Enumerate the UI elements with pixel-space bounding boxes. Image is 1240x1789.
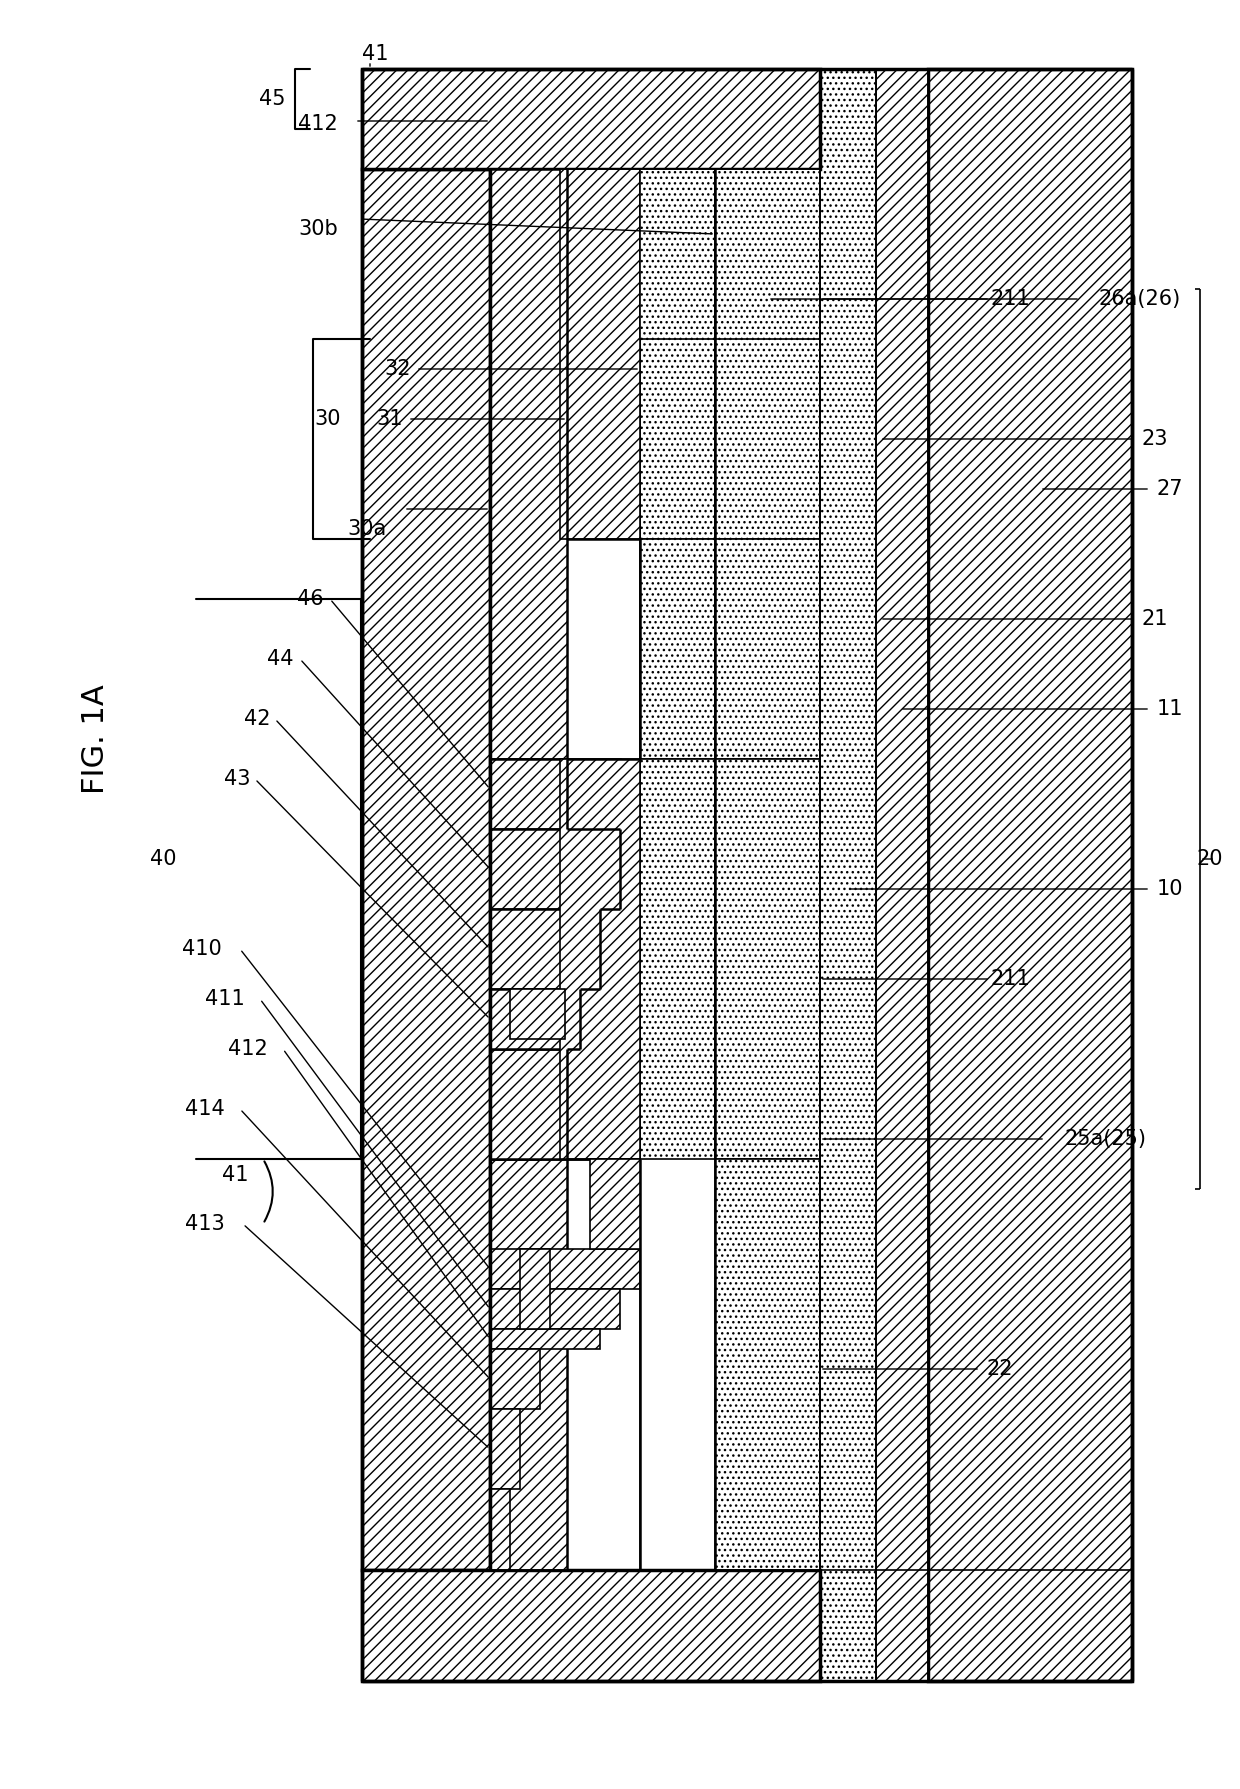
- Bar: [820, 70, 875, 1682]
- Bar: [490, 989, 567, 1048]
- Bar: [490, 909, 580, 989]
- Bar: [715, 168, 820, 538]
- Bar: [490, 1349, 539, 1410]
- Bar: [490, 168, 567, 759]
- Text: 30: 30: [315, 410, 341, 429]
- Bar: [640, 538, 715, 759]
- Bar: [590, 1159, 640, 1249]
- Bar: [715, 1159, 820, 1571]
- Text: 10: 10: [1157, 878, 1183, 900]
- Bar: [490, 1290, 620, 1329]
- Bar: [490, 1488, 510, 1571]
- Text: 45: 45: [258, 89, 285, 109]
- Text: 211: 211: [990, 970, 1030, 989]
- Bar: [560, 759, 640, 1159]
- Text: 40: 40: [150, 850, 176, 869]
- Text: 21: 21: [1142, 608, 1168, 630]
- Bar: [490, 759, 620, 828]
- Bar: [490, 1329, 600, 1349]
- Bar: [490, 828, 600, 909]
- Bar: [928, 70, 1132, 1682]
- Bar: [490, 1410, 520, 1488]
- Text: 30a: 30a: [347, 519, 387, 538]
- Bar: [875, 70, 928, 1682]
- Text: 32: 32: [384, 360, 412, 379]
- Text: 22: 22: [987, 1360, 1013, 1379]
- Text: 42: 42: [244, 708, 270, 728]
- Text: 41: 41: [222, 1165, 248, 1184]
- Bar: [490, 1249, 640, 1290]
- Text: 43: 43: [223, 769, 250, 789]
- Bar: [715, 168, 820, 338]
- Bar: [640, 168, 715, 338]
- Text: 20: 20: [1197, 850, 1223, 869]
- Bar: [640, 759, 715, 1159]
- Bar: [362, 70, 820, 168]
- Text: 412: 412: [228, 1039, 268, 1059]
- Text: 414: 414: [185, 1098, 224, 1118]
- Text: 44: 44: [267, 649, 293, 669]
- Bar: [640, 168, 715, 538]
- Text: 410: 410: [182, 939, 222, 959]
- Text: 46: 46: [296, 589, 324, 608]
- Bar: [520, 1249, 551, 1329]
- Text: FIG. 1A: FIG. 1A: [81, 683, 109, 794]
- Text: 11: 11: [1157, 699, 1183, 719]
- Bar: [490, 759, 539, 1159]
- Bar: [560, 168, 640, 538]
- Text: 26a(26): 26a(26): [1099, 290, 1182, 309]
- Bar: [715, 759, 820, 1159]
- Bar: [490, 1048, 620, 1159]
- Text: 412: 412: [298, 114, 337, 134]
- Text: 211: 211: [990, 290, 1030, 309]
- Text: 411: 411: [205, 989, 244, 1009]
- Bar: [510, 989, 565, 1039]
- Text: 413: 413: [185, 1215, 224, 1234]
- Bar: [362, 168, 490, 1571]
- Bar: [715, 538, 820, 759]
- Bar: [362, 1571, 820, 1682]
- Text: 30b: 30b: [298, 218, 337, 240]
- Text: 23: 23: [1142, 429, 1168, 449]
- Bar: [490, 1159, 567, 1571]
- Text: 25a(25): 25a(25): [1064, 1129, 1146, 1149]
- Text: 27: 27: [1157, 479, 1183, 499]
- Text: 41: 41: [362, 45, 388, 64]
- Text: 31: 31: [377, 410, 403, 429]
